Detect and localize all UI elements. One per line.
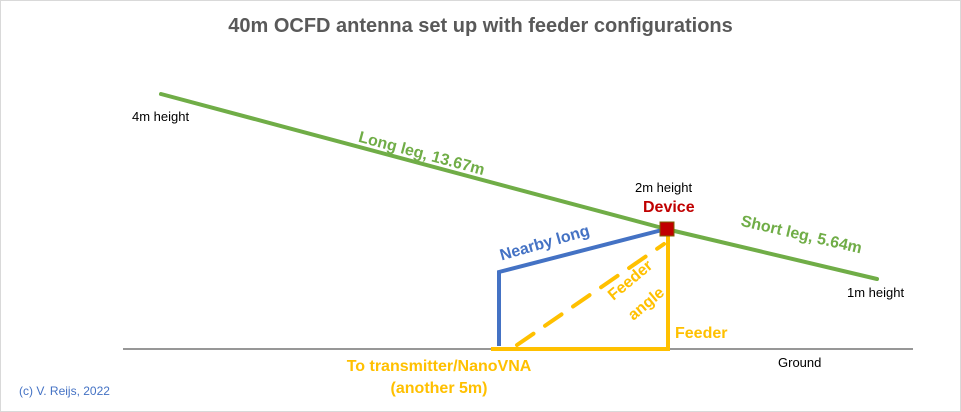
label-transmitter-distance: (another 5m) — [390, 380, 488, 397]
device-marker — [659, 221, 675, 237]
label-transmitter: To transmitter/NanoVNA — [346, 358, 532, 375]
feeder-vertical — [491, 235, 670, 351]
label-2m-height: 2m height — [635, 180, 693, 195]
feeder-angle-dashed — [515, 242, 666, 347]
label-1m-height: 1m height — [847, 285, 905, 300]
antenna-short-leg — [664, 227, 879, 281]
antenna-long-leg — [159, 92, 668, 231]
diagram-title: 40m OCFD antenna set up with feeder conf… — [228, 15, 733, 37]
label-4m-height: 4m height — [132, 109, 190, 124]
nearby-long-feeder — [497, 227, 667, 346]
label-ground: Ground — [778, 355, 822, 370]
label-device: Device — [643, 199, 695, 216]
label-feeder: Feeder — [675, 325, 728, 342]
copyright-text: (c) V. Reijs, 2022 — [19, 384, 110, 398]
